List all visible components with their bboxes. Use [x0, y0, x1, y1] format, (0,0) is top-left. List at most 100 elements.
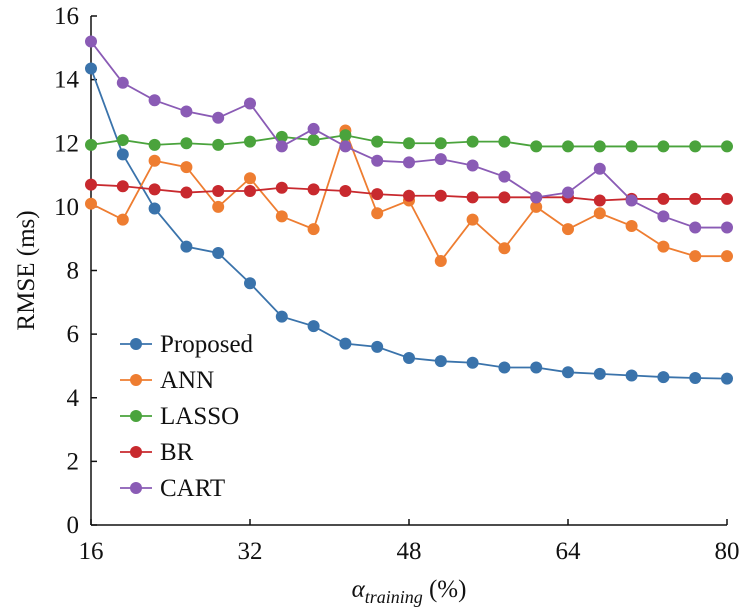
data-point-lasso — [721, 140, 733, 153]
y-tick-label: 4 — [67, 385, 80, 412]
y-axis-title: RMSE (ms) — [13, 210, 40, 330]
data-point-cart — [307, 122, 320, 135]
y-tick-label: 16 — [54, 3, 79, 30]
data-point-ann — [657, 240, 670, 253]
y-tick-label: 0 — [67, 512, 80, 539]
data-point-lasso — [466, 135, 479, 148]
data-point-br — [148, 183, 161, 196]
data-point-lasso — [244, 135, 256, 148]
data-point-cart — [148, 94, 161, 107]
data-point-ann — [244, 172, 256, 185]
data-point-ann — [180, 161, 193, 174]
data-point-ann — [85, 197, 97, 210]
data-point-lasso — [85, 138, 97, 151]
y-tick-label: 8 — [67, 258, 80, 285]
x-tick-label: 16 — [79, 538, 104, 565]
data-point-proposed — [244, 277, 256, 290]
legend: Proposed ANN LASSO BR CART — [120, 331, 254, 502]
data-point-ann — [434, 254, 447, 267]
data-point-lasso — [593, 140, 606, 153]
data-point-proposed — [212, 247, 225, 260]
axes: 0 2 4 6 8 10 12 14 16 16 32 48 64 80 RMSE (ms) αtrainin… — [13, 3, 740, 607]
data-point-proposed — [657, 371, 670, 384]
series-proposed — [85, 62, 733, 385]
data-point-ann — [307, 223, 320, 236]
data-point-proposed — [148, 202, 161, 215]
data-point-cart — [466, 159, 479, 172]
data-point-ann — [212, 200, 225, 213]
data-point-proposed — [85, 62, 97, 75]
data-point-proposed — [689, 372, 702, 385]
data-point-lasso — [403, 137, 415, 150]
series-cart — [85, 35, 733, 234]
data-point-lasso — [689, 140, 702, 153]
data-point-cart — [180, 105, 193, 118]
x-axis-title: αtraining (%) — [352, 576, 467, 607]
data-point-lasso — [657, 140, 670, 153]
data-point-ann — [371, 207, 384, 220]
y-tick-label: 12 — [54, 130, 79, 157]
data-point-ann — [689, 250, 702, 263]
data-point-lasso — [434, 137, 447, 150]
x-tick-label: 48 — [397, 538, 422, 565]
data-point-proposed — [339, 337, 352, 350]
data-point-lasso — [562, 140, 574, 153]
data-point-ann — [148, 154, 161, 167]
data-point-proposed — [530, 361, 543, 374]
data-point-lasso — [625, 140, 638, 153]
legend-swatch-marker — [130, 446, 142, 458]
data-point-lasso — [180, 137, 193, 150]
data-point-br — [116, 180, 129, 193]
data-point-proposed — [498, 361, 511, 374]
data-point-proposed — [275, 310, 288, 323]
data-point-cart — [275, 140, 288, 153]
y-tick-label: 14 — [54, 67, 80, 94]
data-point-cart — [434, 153, 447, 166]
data-point-cart — [498, 170, 511, 183]
legend-label: BR — [160, 439, 194, 466]
data-point-br — [689, 192, 702, 205]
data-point-br — [212, 184, 225, 197]
data-point-br — [307, 183, 320, 196]
data-point-br — [498, 191, 511, 204]
data-point-proposed — [721, 372, 733, 385]
data-point-cart — [721, 221, 733, 234]
data-point-ann — [275, 210, 288, 223]
data-point-ann — [562, 223, 574, 236]
x-tick-label: 32 — [238, 538, 263, 565]
data-point-cart — [371, 154, 384, 167]
data-point-cart — [562, 186, 574, 199]
y-tick-label: 2 — [67, 448, 80, 475]
data-point-ann — [116, 213, 129, 226]
data-point-ann — [721, 250, 733, 263]
data-point-proposed — [307, 320, 320, 333]
data-point-br — [244, 184, 256, 197]
data-point-lasso — [307, 134, 320, 147]
legend-item-lasso: LASSO — [120, 403, 239, 430]
legend-item-proposed: Proposed — [120, 331, 254, 358]
data-point-ann — [530, 200, 543, 213]
data-point-br — [403, 189, 415, 202]
y-tick-label: 10 — [54, 194, 79, 221]
legend-item-br: BR — [120, 439, 194, 466]
data-point-proposed — [371, 340, 384, 353]
data-point-proposed — [466, 356, 479, 369]
data-point-proposed — [434, 355, 447, 368]
legend-item-cart: CART — [120, 475, 225, 502]
legend-label: ANN — [160, 367, 214, 394]
legend-swatch-marker — [130, 410, 142, 422]
data-point-lasso — [275, 130, 288, 143]
data-point-ann — [498, 242, 511, 255]
legend-swatch-marker — [130, 374, 142, 386]
data-point-lasso — [498, 135, 511, 148]
data-point-br — [180, 186, 193, 199]
data-point-cart — [625, 194, 638, 207]
data-point-cart — [212, 111, 225, 124]
data-point-proposed — [562, 366, 574, 379]
data-point-lasso — [148, 138, 161, 151]
data-point-proposed — [180, 240, 193, 253]
legend-item-ann: ANN — [120, 367, 214, 394]
data-point-cart — [689, 221, 702, 234]
data-point-proposed — [625, 369, 638, 382]
